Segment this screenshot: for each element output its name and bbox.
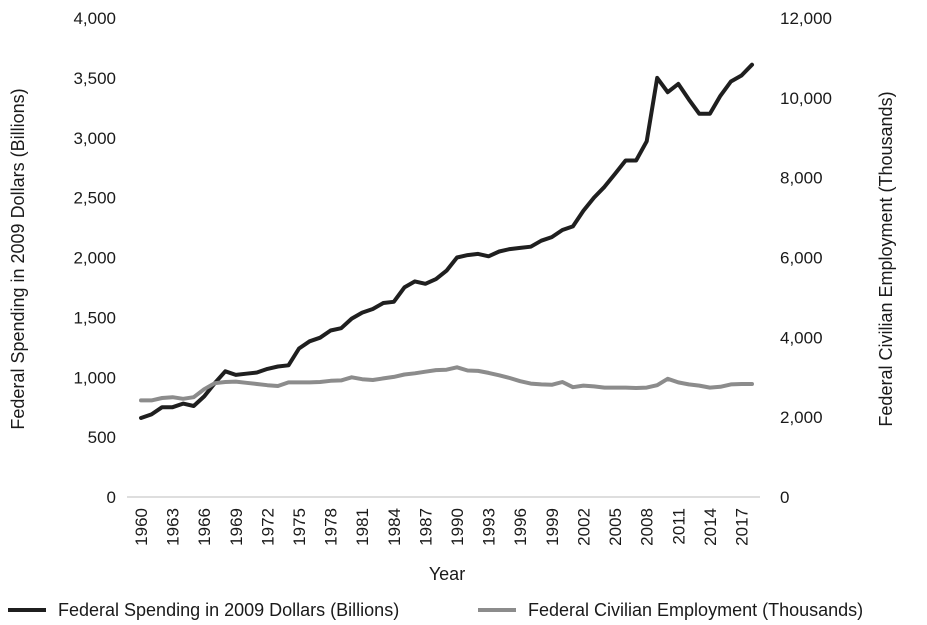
legend-label-spending: Federal Spending in 2009 Dollars (Billio… xyxy=(58,600,399,620)
left-y-tick-label: 0 xyxy=(107,488,116,507)
right-y-tick-label: 6,000 xyxy=(780,249,823,268)
employment-line xyxy=(139,365,754,403)
spending-line xyxy=(139,62,754,420)
legend-label-employment: Federal Civilian Employment (Thousands) xyxy=(528,600,863,620)
x-tick-label: 1996 xyxy=(511,508,530,546)
x-tick-label: 1975 xyxy=(290,508,309,546)
x-tick-label: 1960 xyxy=(132,508,151,546)
x-tick-label: 2002 xyxy=(574,508,593,546)
left-y-tick-label: 500 xyxy=(88,428,116,447)
x-axis-title: Year xyxy=(429,564,465,584)
x-tick-label: 1969 xyxy=(227,508,246,546)
series-lines xyxy=(139,62,754,420)
left-y-tick-label: 1,000 xyxy=(73,368,116,387)
x-tick-label: 1981 xyxy=(353,508,372,546)
x-tick-label: 1990 xyxy=(448,508,467,546)
left-y-axis-ticks: 0 500 1,000 1,500 2,000 2,500 3,000 3,500 4,000 xyxy=(73,9,116,507)
right-y-tick-label: 12,000 xyxy=(780,9,832,28)
left-y-tick-label: 3,000 xyxy=(73,129,116,148)
left-y-axis-title: Federal Spending in 2009 Dollars (Billio… xyxy=(8,88,28,429)
x-tick-label: 1993 xyxy=(480,508,499,546)
x-tick-label: 2005 xyxy=(606,508,625,546)
right-y-tick-label: 10,000 xyxy=(780,89,832,108)
left-y-tick-label: 4,000 xyxy=(73,9,116,28)
x-tick-label: 2014 xyxy=(701,508,720,546)
left-y-tick-label: 3,500 xyxy=(73,69,116,88)
x-tick-label: 1978 xyxy=(322,508,341,546)
left-y-tick-label: 1,500 xyxy=(73,308,116,327)
x-tick-label: 1963 xyxy=(164,508,183,546)
x-tick-label: 2008 xyxy=(638,508,657,546)
x-tick-label: 1966 xyxy=(195,508,214,546)
legend: Federal Spending in 2009 Dollars (Billio… xyxy=(8,600,863,620)
x-tick-label: 1987 xyxy=(416,508,435,546)
x-axis-ticks: 1960 1963 1966 1969 1972 1975 1978 1981 1984 1987… xyxy=(132,508,751,546)
right-y-tick-label: 4,000 xyxy=(780,328,823,347)
x-tick-label: 2017 xyxy=(732,508,751,546)
right-y-axis-title: Federal Civilian Employment (Thousands) xyxy=(876,91,896,426)
x-tick-label: 1999 xyxy=(543,508,562,546)
right-y-tick-label: 0 xyxy=(780,488,789,507)
right-y-tick-label: 8,000 xyxy=(780,169,823,188)
right-y-axis-ticks: 0 2,000 4,000 6,000 8,000 10,000 12,000 xyxy=(780,9,832,507)
left-y-tick-label: 2,500 xyxy=(73,189,116,208)
x-tick-label: 1984 xyxy=(385,508,404,546)
right-y-tick-label: 2,000 xyxy=(780,408,823,427)
x-tick-label: 1972 xyxy=(258,508,277,546)
x-tick-label: 2011 xyxy=(669,508,688,545)
left-y-tick-label: 2,000 xyxy=(73,249,116,268)
